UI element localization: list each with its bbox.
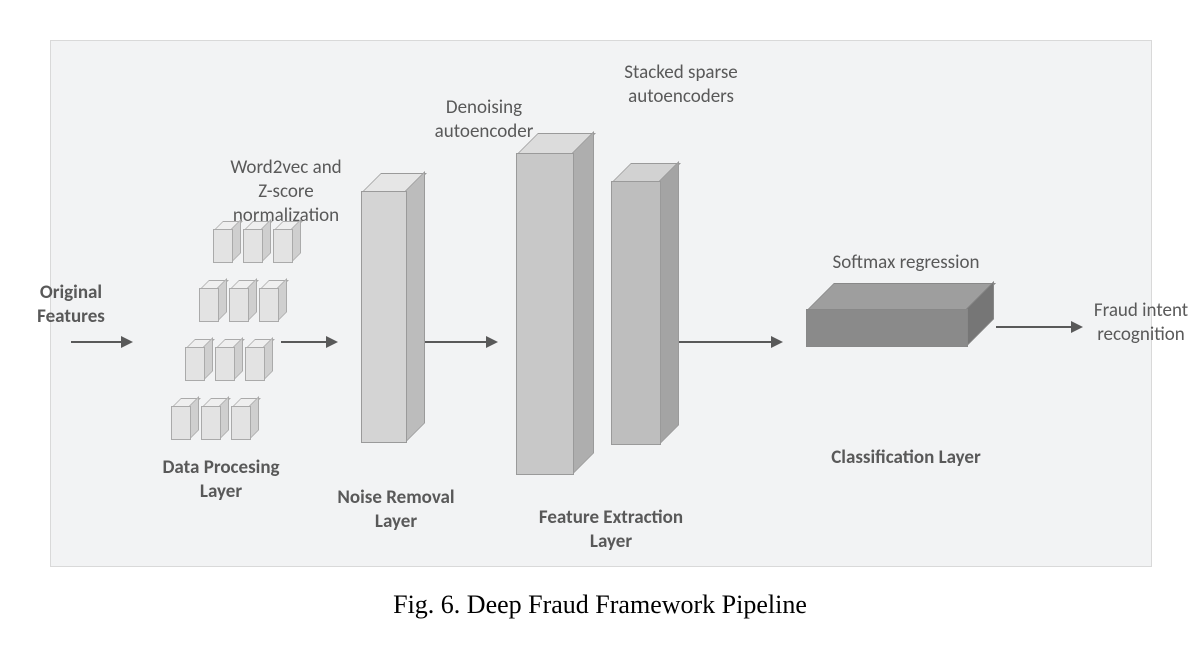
stage-top-label-feature: Stacked sparseautoencoders xyxy=(581,61,781,109)
slab-side-face xyxy=(572,131,594,475)
figure-page: OriginalFeatures Fraud intentrecognition… xyxy=(0,0,1200,663)
block-front-face xyxy=(806,309,968,347)
output-label: Fraud intentrecognition xyxy=(1081,299,1200,347)
input-label: OriginalFeatures xyxy=(21,281,121,329)
arrow xyxy=(281,341,336,343)
text: Fraud intentrecognition xyxy=(1094,299,1188,346)
arrow xyxy=(676,341,781,343)
figure-caption: Fig. 6. Deep Fraud Framework Pipeline xyxy=(0,590,1200,620)
arrow xyxy=(996,326,1081,328)
slab-front-face xyxy=(361,191,407,443)
stage-bottom-label-data: Data ProcesingLayer xyxy=(136,456,306,504)
slab-side-face xyxy=(405,171,425,443)
stage-top-label-classify: Softmax regression xyxy=(796,251,1016,275)
arrow xyxy=(71,341,131,343)
stage-bottom-label-classify: Classification Layer xyxy=(791,446,1021,470)
arrow xyxy=(421,341,496,343)
slab-front-face xyxy=(516,153,574,475)
stage-top-label-data: Word2vec andZ-scorenormalization xyxy=(201,156,371,227)
stage-bottom-label-noise: Noise RemovalLayer xyxy=(306,486,486,534)
slab-side-face xyxy=(659,161,679,445)
stage-bottom-label-feature: Feature ExtractionLayer xyxy=(501,506,721,554)
diagram-panel: OriginalFeatures Fraud intentrecognition… xyxy=(50,40,1152,567)
text: OriginalFeatures xyxy=(37,281,105,328)
slab-front-face xyxy=(611,181,661,445)
